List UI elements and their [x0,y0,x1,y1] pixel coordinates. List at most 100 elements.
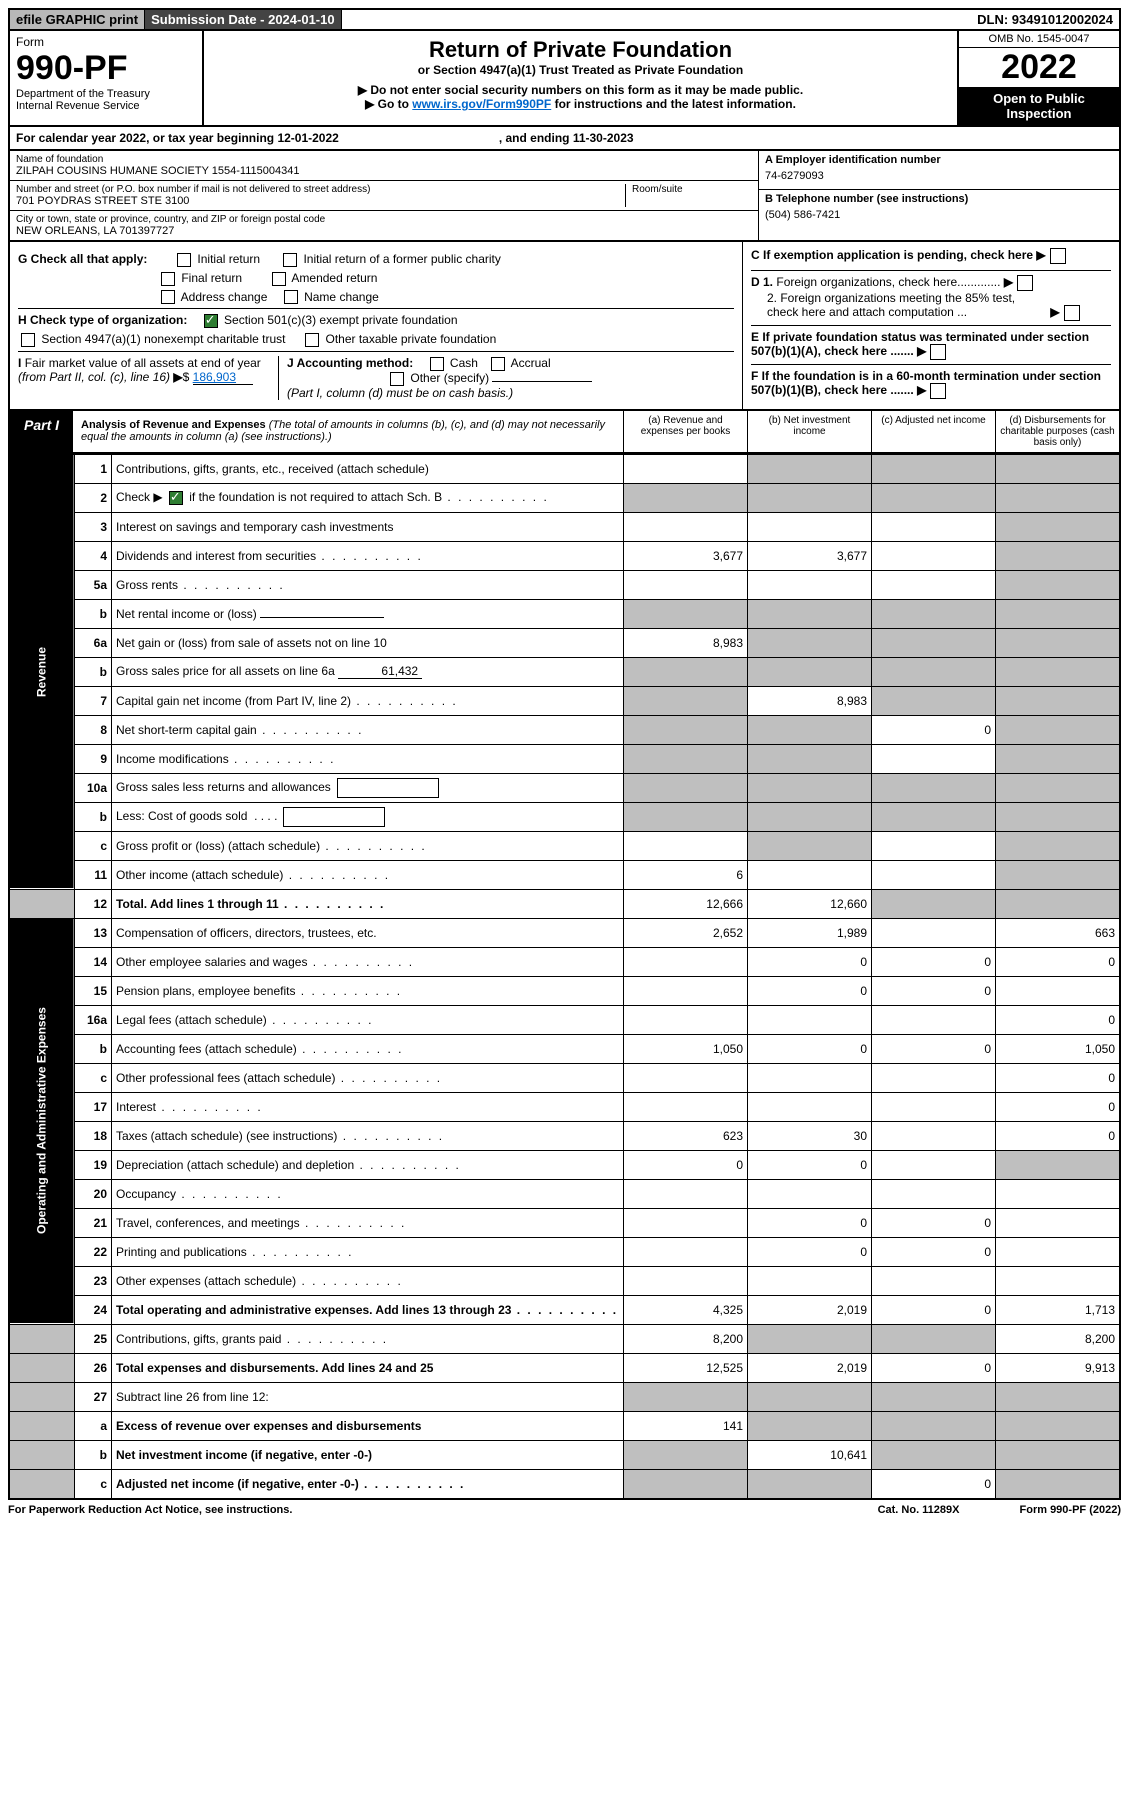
part1-label: Part I [10,411,73,452]
col-c: (c) Adjusted net income [871,411,995,452]
h1: Section 501(c)(3) exempt private foundat… [224,313,457,327]
cal-a: For calendar year 2022, or tax year begi… [16,131,339,145]
room-lbl: Room/suite [632,184,752,195]
table-row: 10aGross sales less returns and allowanc… [9,773,1120,802]
g-label: G Check all that apply: [18,252,147,266]
table-row: 3Interest on savings and temporary cash … [9,512,1120,541]
chk-initial-former[interactable] [283,253,297,267]
table-row: 9Income modifications [9,744,1120,773]
checkbox-block: G Check all that apply: Initial return I… [8,242,1121,411]
instr-2b: for instructions and the latest informat… [551,97,796,111]
table-row: 22Printing and publications00 [9,1237,1120,1266]
table-row: Revenue 1Contributions, gifts, grants, e… [9,454,1120,483]
table-row: 16aLegal fees (attach schedule)0 [9,1005,1120,1034]
part1-title: Analysis of Revenue and Expenses [81,419,266,431]
instr-2a: ▶ Go to [365,97,412,111]
chk-final[interactable] [161,272,175,286]
col-a: (a) Revenue and expenses per books [623,411,747,452]
chk-d2[interactable] [1064,305,1080,321]
table-row: 11Other income (attach schedule)6 [9,860,1120,889]
address: 701 POYDRAS STREET STE 3100 [16,195,625,207]
chk-other-tax[interactable] [305,333,319,347]
table-row: 15Pension plans, employee benefits00 [9,976,1120,1005]
footer-catno: Cat. No. 11289X [878,1504,960,1516]
table-row: 27Subtract line 26 from line 12: [9,1382,1120,1411]
col-b: (b) Net investment income [747,411,871,452]
form-number: 990-PF [16,49,196,88]
table-row: 25Contributions, gifts, grants paid8,200… [9,1324,1120,1353]
g6: Name change [304,290,379,304]
footer: For Paperwork Reduction Act Notice, see … [8,1500,1121,1516]
side-expenses: Operating and Administrative Expenses [9,918,75,1324]
h2: Section 4947(a)(1) nonexempt charitable … [41,332,285,346]
chk-f[interactable] [930,383,946,399]
calendar-row: For calendar year 2022, or tax year begi… [8,127,1121,151]
chk-amended[interactable] [272,272,286,286]
table-row: 5aGross rents [9,570,1120,599]
table-row: 19Depreciation (attach schedule) and dep… [9,1150,1120,1179]
table-row: cAdjusted net income (if negative, enter… [9,1469,1120,1499]
table-row: bGross sales price for all assets on lin… [9,657,1120,686]
addr-lbl: Number and street (or P.O. box number if… [16,184,625,195]
city: NEW ORLEANS, LA 701397727 [16,225,752,237]
chk-name[interactable] [284,290,298,304]
ein-lbl: A Employer identification number [765,154,1113,166]
j2: Accrual [511,356,551,370]
form-link[interactable]: www.irs.gov/Form990PF [412,97,551,111]
chk-e[interactable] [930,344,946,360]
table-row: 8Net short-term capital gain0 [9,715,1120,744]
table-row: Operating and Administrative Expenses 13… [9,918,1120,947]
c-label: C If exemption application is pending, c… [751,248,1033,262]
table-row: bNet investment income (if negative, ent… [9,1440,1120,1469]
form-word: Form [16,35,196,49]
j3: Other (specify) [410,371,489,385]
h3: Other taxable private foundation [326,332,497,346]
chk-cash[interactable] [430,357,444,371]
chk-address[interactable] [161,290,175,304]
d1: Foreign organizations, check here.......… [776,275,1000,289]
j-label: J Accounting method: [287,356,413,370]
telephone: (504) 586-7421 [765,205,1113,225]
table-row: 20Occupancy [9,1179,1120,1208]
chk-c[interactable] [1050,248,1066,264]
table-row: 23Other expenses (attach schedule) [9,1266,1120,1295]
footer-paperwork: For Paperwork Reduction Act Notice, see … [8,1504,292,1516]
g3: Final return [181,271,242,285]
g1: Initial return [197,252,260,266]
irs: Internal Revenue Service [16,100,196,112]
j-note: (Part I, column (d) must be on cash basi… [287,386,734,400]
table-row: bNet rental income or (loss) [9,599,1120,628]
table-row: 17Interest0 [9,1092,1120,1121]
side-revenue: Revenue [9,454,75,889]
g2: Initial return of a former public charit… [303,252,500,266]
tel-lbl: B Telephone number (see instructions) [765,193,1113,205]
chk-4947[interactable] [21,333,35,347]
g4: Amended return [291,271,377,285]
efile-label: efile GRAPHIC print [10,10,145,29]
analysis-table: Revenue 1Contributions, gifts, grants, e… [8,454,1121,1500]
chk-schb[interactable] [169,491,183,505]
foundation-name: ZILPAH COUSINS HUMANE SOCIETY 1554-11150… [16,165,752,177]
submission-date: Submission Date - 2024-01-10 [145,10,342,29]
form-header: Form 990-PF Department of the Treasury I… [8,31,1121,127]
table-row: 12Total. Add lines 1 through 1112,66612,… [9,889,1120,918]
table-row: 14Other employee salaries and wages000 [9,947,1120,976]
chk-other-method[interactable] [390,372,404,386]
chk-accrual[interactable] [491,357,505,371]
chk-d1[interactable] [1017,275,1033,291]
omb: OMB No. 1545-0047 [959,31,1119,48]
city-lbl: City or town, state or province, country… [16,214,752,225]
table-row: 2Check ▶ if the foundation is not requir… [9,483,1120,512]
chk-initial[interactable] [177,253,191,267]
name-lbl: Name of foundation [16,154,752,165]
chk-501c3[interactable] [204,314,218,328]
j1: Cash [450,356,478,370]
form-subtitle: or Section 4947(a)(1) Trust Treated as P… [210,63,951,77]
table-row: 24Total operating and administrative exp… [9,1295,1120,1324]
instr-2: ▶ Go to www.irs.gov/Form990PF for instru… [210,97,951,111]
cal-b: , and ending 11-30-2023 [499,131,634,145]
table-row: 6aNet gain or (loss) from sale of assets… [9,628,1120,657]
g5: Address change [181,290,268,304]
h-label: H Check type of organization: [18,313,187,327]
fmv-value[interactable]: 186,903 [193,370,253,385]
